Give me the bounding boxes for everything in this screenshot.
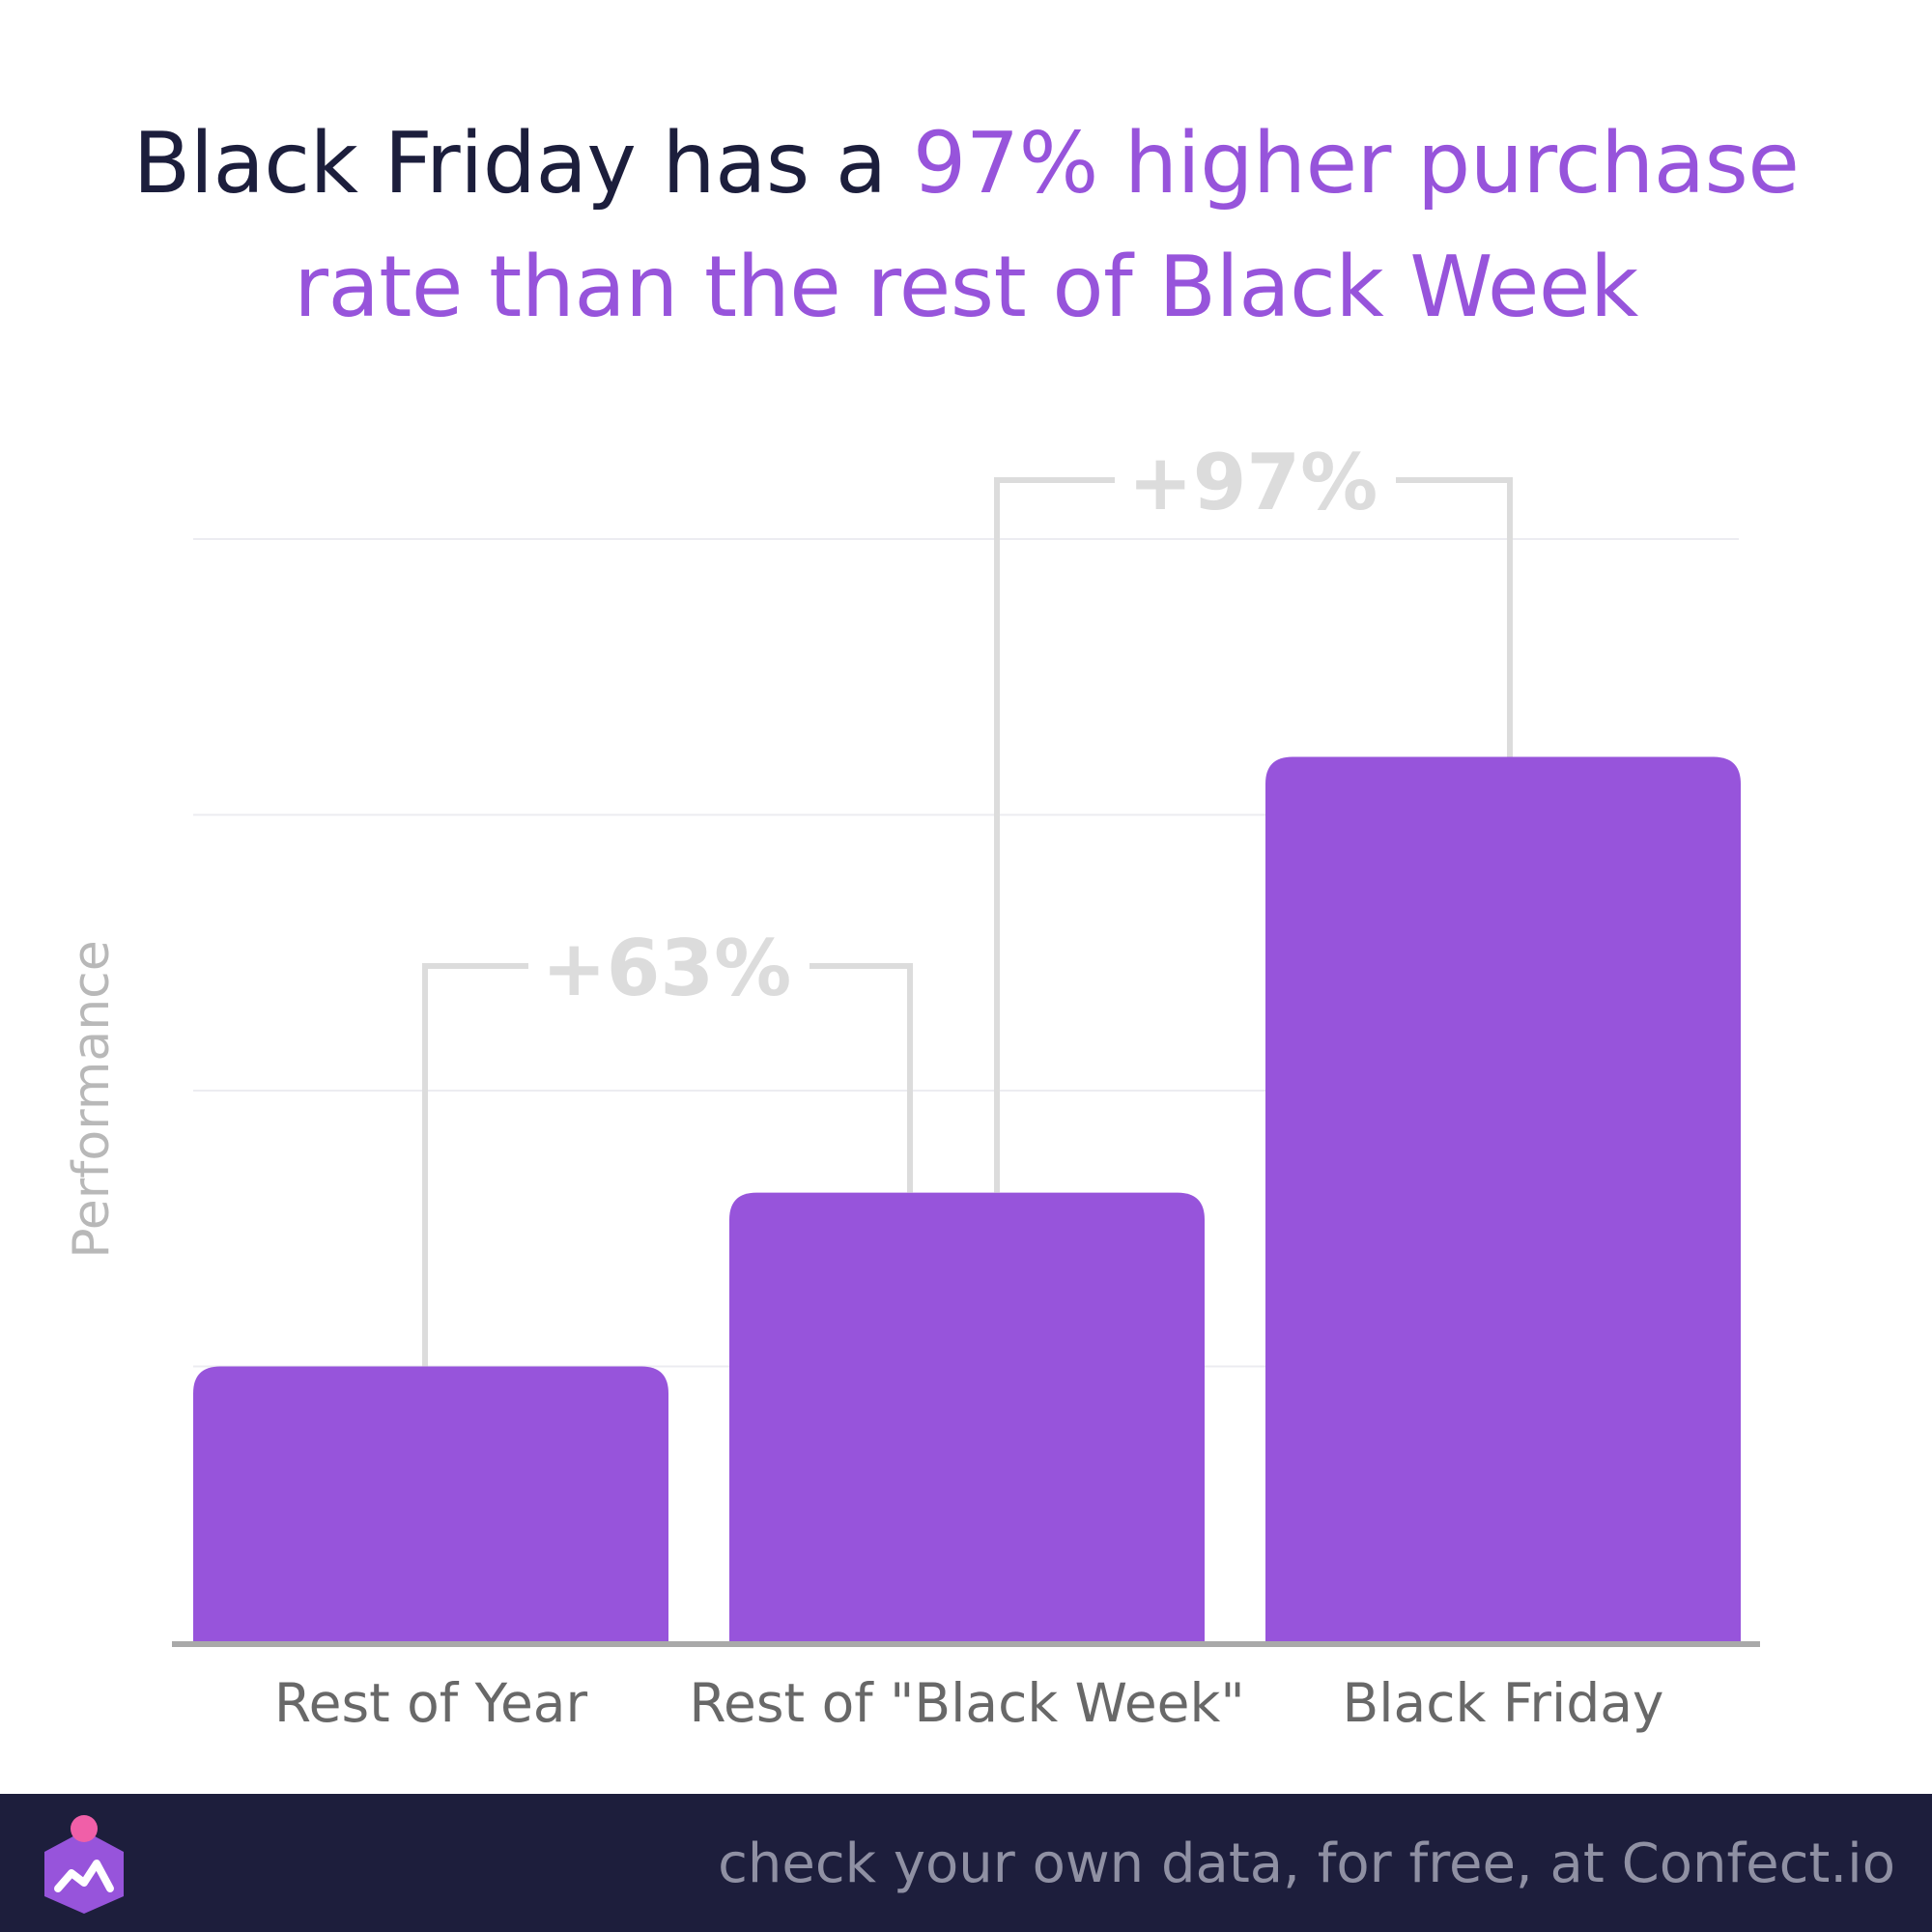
- x-tick-label: Rest of Year: [274, 1672, 588, 1734]
- y-axis-label: Performance: [63, 940, 121, 1259]
- bracket-right: [810, 963, 913, 1193]
- bar-1: [729, 1192, 1205, 1642]
- x-tick-label: Rest of "Black Week": [689, 1672, 1244, 1734]
- bracket-left: [422, 963, 528, 1367]
- bar-0: [193, 1366, 668, 1642]
- footer-text: check your own data, for free, at Confec…: [718, 1833, 1895, 1895]
- annotation-label: +97%: [1128, 438, 1378, 527]
- annotation-label: +63%: [542, 923, 792, 1013]
- bracket-right: [1396, 477, 1513, 757]
- bar-2: [1265, 756, 1741, 1642]
- confect-logo-icon: [44, 1815, 124, 1914]
- x-tick-label: Black Friday: [1343, 1672, 1664, 1734]
- bar-chart: Rest of Year Rest of "Black Week" Black Fr…: [63, 438, 1760, 1734]
- title-highlight: 97% higher purchase rate than the rest o…: [294, 114, 1800, 336]
- chart-title: Black Friday has a 97% higher purchase r…: [58, 101, 1874, 349]
- title-lead: Black Friday has a: [132, 114, 913, 213]
- bracket-left: [994, 477, 1115, 1193]
- footer-banner: check your own data, for free, at Confec…: [0, 1794, 1932, 1932]
